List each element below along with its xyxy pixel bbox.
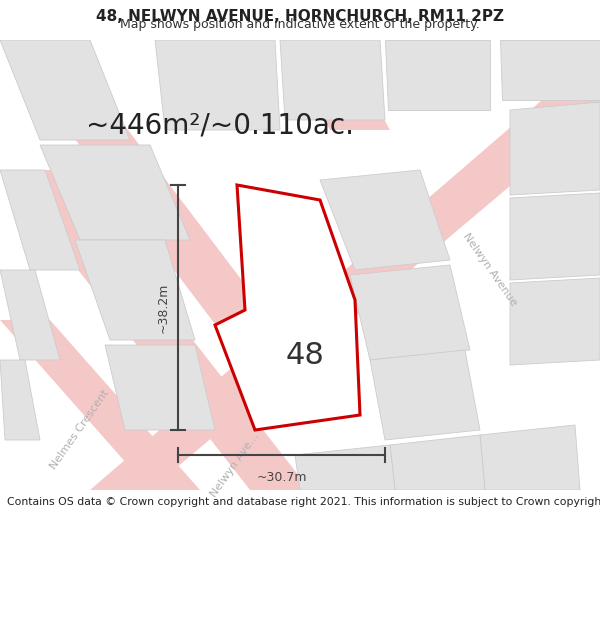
Polygon shape	[215, 185, 360, 430]
Polygon shape	[390, 435, 485, 490]
Text: Nelwyn Avenue: Nelwyn Avenue	[461, 232, 519, 308]
Text: Nelmes Crescent: Nelmes Crescent	[49, 388, 111, 472]
Polygon shape	[90, 50, 600, 490]
Polygon shape	[75, 240, 195, 340]
Polygon shape	[350, 265, 470, 360]
Text: ~38.2m: ~38.2m	[157, 282, 170, 332]
Text: ~30.7m: ~30.7m	[256, 471, 307, 484]
Polygon shape	[510, 193, 600, 280]
Polygon shape	[0, 320, 200, 490]
Polygon shape	[320, 170, 450, 270]
Polygon shape	[105, 345, 215, 430]
Polygon shape	[0, 40, 130, 140]
Polygon shape	[0, 360, 40, 440]
Polygon shape	[370, 350, 480, 440]
Text: Map shows position and indicative extent of the property.: Map shows position and indicative extent…	[120, 18, 480, 31]
Polygon shape	[295, 445, 395, 490]
Text: ~446m²/~0.110ac.: ~446m²/~0.110ac.	[86, 111, 354, 139]
Polygon shape	[0, 40, 340, 410]
Polygon shape	[0, 270, 60, 360]
Polygon shape	[40, 145, 190, 240]
Polygon shape	[0, 170, 80, 270]
Polygon shape	[280, 40, 385, 120]
Text: 48, NELWYN AVENUE, HORNCHURCH, RM11 2PZ: 48, NELWYN AVENUE, HORNCHURCH, RM11 2PZ	[96, 9, 504, 24]
Polygon shape	[280, 40, 390, 130]
Polygon shape	[155, 40, 280, 130]
Polygon shape	[510, 278, 600, 365]
Polygon shape	[500, 40, 600, 100]
Text: 48: 48	[286, 341, 325, 369]
Polygon shape	[0, 170, 310, 490]
Text: Contains OS data © Crown copyright and database right 2021. This information is : Contains OS data © Crown copyright and d…	[7, 497, 600, 507]
Polygon shape	[385, 40, 490, 110]
Text: Nelwyn Ave...: Nelwyn Ave...	[209, 431, 261, 499]
Polygon shape	[480, 425, 580, 490]
Polygon shape	[510, 102, 600, 195]
